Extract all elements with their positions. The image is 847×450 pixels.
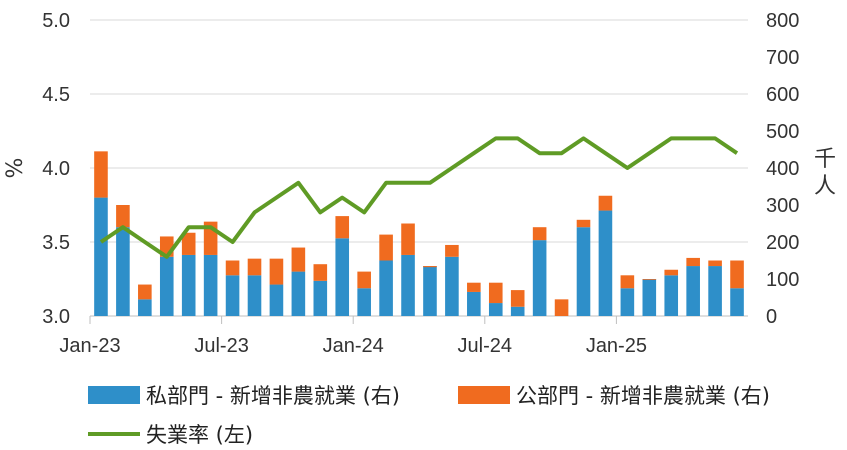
bar-public [708,260,722,267]
bar-private [335,238,350,316]
bar-private [642,279,657,316]
bar-public [357,271,371,289]
x-tick-label: Jul-24 [458,335,512,357]
bar-private [488,303,503,316]
bar-public [598,195,613,211]
right-axis-title-char: 千 [814,147,836,172]
right-tick-label: 500 [766,121,799,143]
bar-private [357,288,371,316]
bar-private [598,210,613,316]
left-y-axis: 3.0 3.5 4.0 4.5 5.0 [42,10,70,328]
left-axis-title: % [3,158,28,179]
bar-private [138,299,152,316]
bar-public [138,284,152,300]
bar-public [620,275,635,289]
bar-public [313,264,328,281]
right-tick-label: 700 [766,47,799,69]
bar-private [116,227,130,316]
bar-public [423,266,437,268]
x-axis: Jan-23 Jul-23 Jan-24 Jul-24 Jan-25 [59,316,647,357]
bar-public [247,258,262,276]
bar-private [445,256,459,316]
bar-public [94,151,108,198]
x-tick-label: Jan-25 [586,335,647,357]
bar-private [291,271,306,316]
right-tick-label: 400 [766,158,799,180]
bar-private [532,240,547,316]
unemployment-line [99,136,739,259]
right-tick-label: 600 [766,84,799,106]
bar-public [269,258,284,285]
bar-public [554,299,569,316]
bar-private [181,254,196,316]
bar-private [94,197,108,316]
right-axis-title-char: 人 [814,174,836,199]
bar-private [620,288,635,316]
right-tick-label: 100 [766,269,799,291]
bar-private [686,266,700,316]
x-tick-label: Jul-23 [194,335,248,357]
legend-swatch-private [88,386,140,404]
bar-private [379,260,393,316]
bar-public [401,223,415,255]
left-tick-label: 4.0 [42,158,70,180]
unemployment-line-layer [99,136,739,259]
bar-private [467,291,481,316]
legend-label-private: 私部門 - 新增非農就業 (右) [146,384,400,408]
x-tick-label: Jan-24 [323,335,384,357]
bar-private [225,275,240,316]
legend-swatch-public [458,386,510,404]
bars [94,151,744,316]
bar-public [532,227,547,241]
bar-private [730,288,744,316]
bar-private [576,227,591,316]
bar-public [467,282,481,292]
bar-public [181,232,196,255]
right-y-axis: 0 100 200 300 400 500 600 700 800 [766,10,799,328]
legend-label-public: 公部門 - 新增非農就業 (右) [516,384,770,408]
legend: 私部門 - 新增非農就業 (右) 公部門 - 新增非農就業 (右) 失業率 (左… [88,384,770,447]
bar-private [401,254,415,316]
bar-public [686,257,700,267]
right-tick-label: 200 [766,232,799,254]
bar-private [708,266,722,316]
bar-public [225,260,240,276]
bar-public [510,290,525,307]
bar-private [313,280,328,316]
gridlines [90,19,748,317]
bar-public [576,219,591,228]
x-tick-label: Jan-23 [59,335,120,357]
right-axis-title: 千人 [814,147,836,199]
right-tick-label: 0 [766,306,777,328]
right-tick-label: 300 [766,195,799,217]
bar-public [488,282,503,304]
bar-public [664,269,679,276]
bar-private [247,275,262,316]
left-tick-label: 3.0 [42,306,70,328]
left-tick-label: 5.0 [42,10,70,32]
bar-private [203,254,218,316]
left-tick-label: 3.5 [42,232,70,254]
bar-public [445,244,459,257]
legend-label-unemployment: 失業率 (左) [146,423,253,447]
bar-public [642,279,657,280]
bar-public [379,234,393,261]
bar-public [335,216,350,239]
bar-public [730,260,744,289]
bar-private [664,275,679,316]
bar-private [423,266,437,316]
bar-public [291,247,306,272]
bar-private [159,256,174,316]
left-tick-label: 4.5 [42,84,70,106]
bar-private [269,284,284,316]
bar-private [510,306,525,316]
right-tick-label: 800 [766,10,799,32]
bar-public [116,205,130,228]
